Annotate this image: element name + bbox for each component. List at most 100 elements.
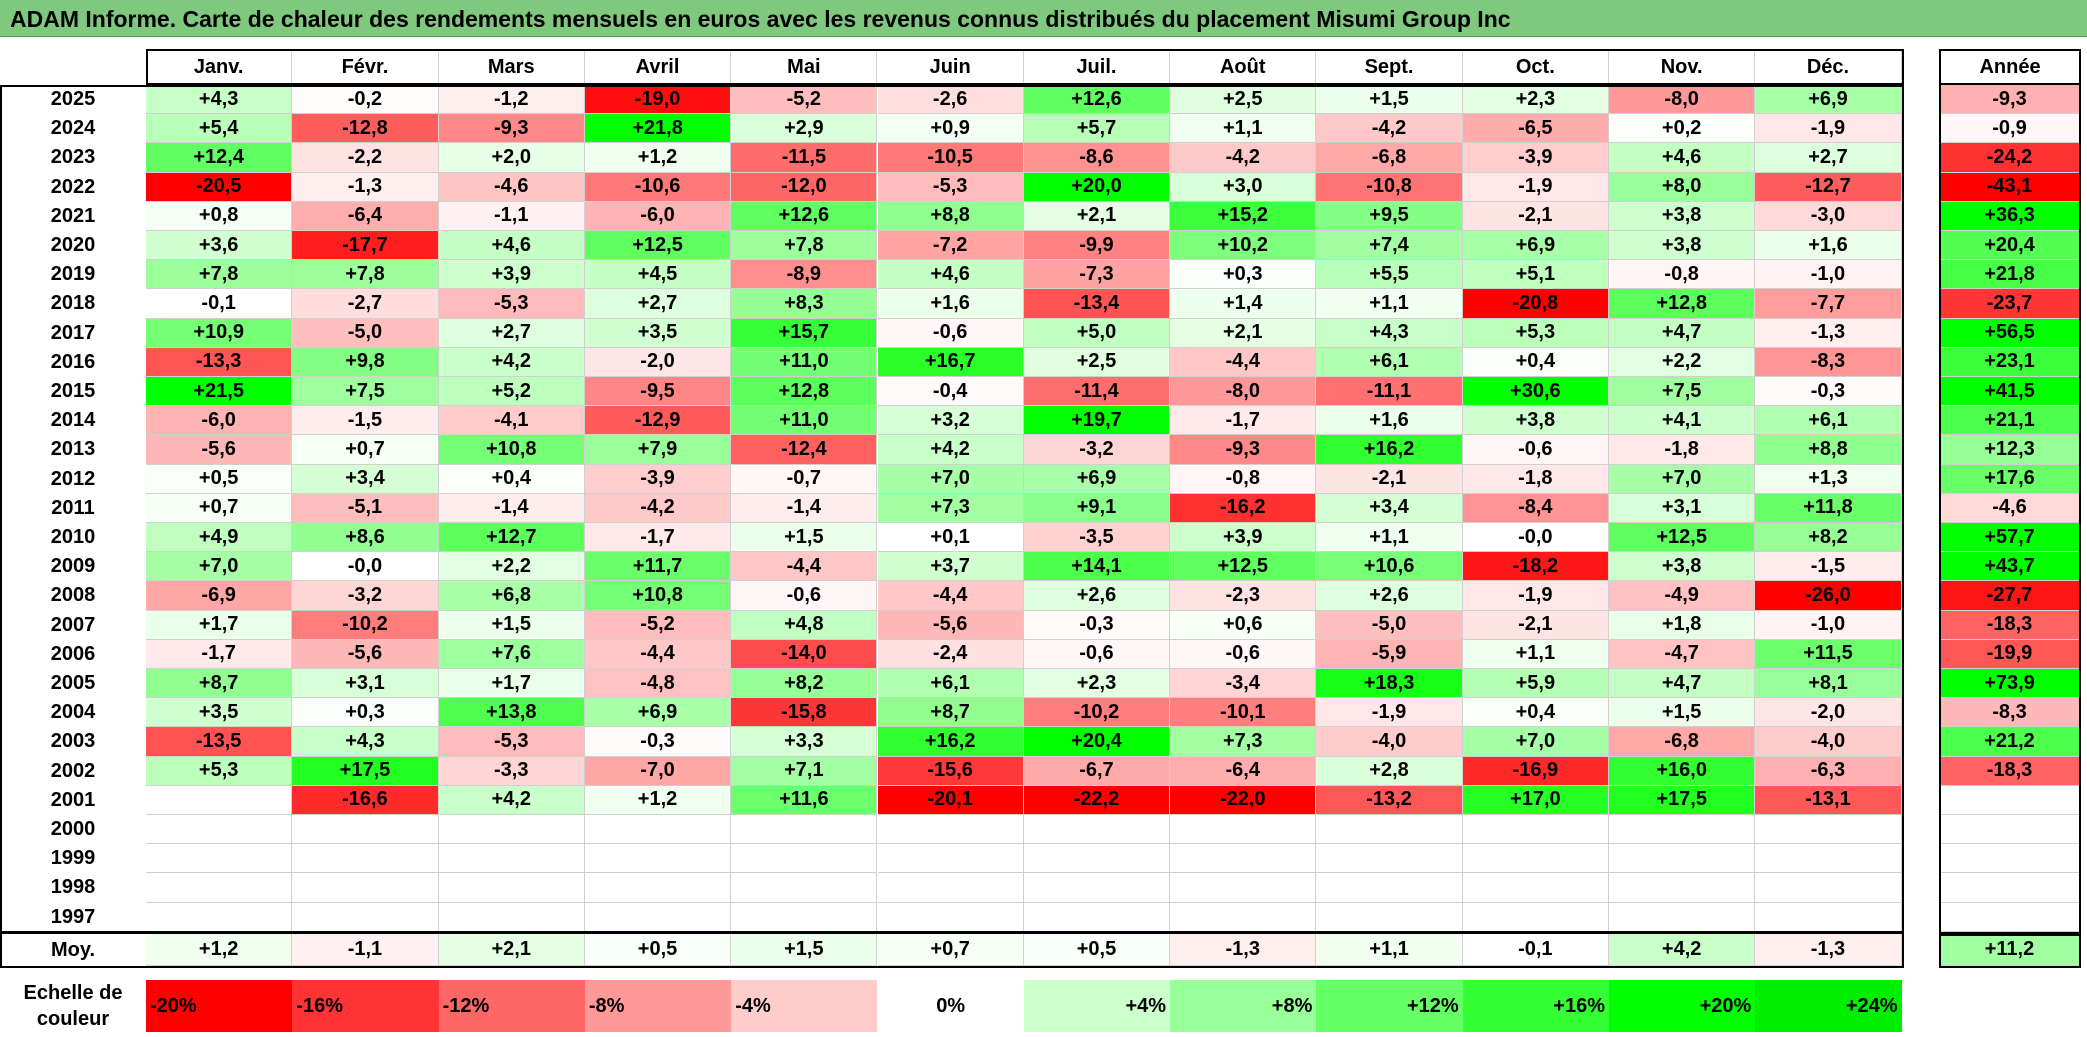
row-year-label: 1999 [0,844,146,874]
heatmap-cell: +8,6 [292,523,439,553]
annual-cell: +57,7 [1939,523,2081,553]
heatmap-cell: -0,0 [292,552,439,582]
heatmap-cell: -7,2 [877,231,1024,261]
heatmap-cell: +1,2 [584,143,732,173]
heatmap-cell: +6,9 [1755,85,1902,115]
heatmap-cell: +1,1 [1170,114,1317,144]
heatmap-cell: +7,6 [438,639,585,669]
title-bar: ADAM Informe. Carte de chaleur des rende… [0,0,2087,37]
heatmap-cell: -3,0 [1755,201,1902,231]
row-year-label: 1997 [0,902,146,932]
column-header: Déc. [1755,49,1902,85]
heatmap-cell: -20,1 [877,785,1024,815]
heatmap-cell: -9,3 [438,114,585,144]
heatmap-cell: -5,6 [146,435,293,465]
heatmap-cell: +10,8 [584,581,732,611]
row-year-label: 1998 [0,873,146,903]
heatmap-cell: -1,7 [146,639,293,669]
heatmap-cell [292,873,439,903]
heatmap-cell: -0,6 [1462,435,1609,465]
heatmap-cell: -0,6 [1023,639,1171,669]
heatmap-cell: +1,5 [1316,85,1463,115]
heatmap-cell: -10,5 [877,143,1024,173]
heatmap-cell [1023,844,1171,874]
heatmap-cell: +5,4 [146,114,293,144]
heatmap-cell: -6,8 [1316,143,1463,173]
heatmap-cell: -16,6 [292,785,439,815]
heatmap-cell [1316,815,1463,845]
heatmap-cell: +3,8 [1462,406,1609,436]
heatmap-cell: -12,7 [1755,172,1902,202]
heatmap-cell: -1,9 [1462,581,1609,611]
heatmap-cell: +7,0 [146,552,293,582]
heatmap-cell: -12,0 [731,172,878,202]
row-year-label: 2007 [0,610,146,640]
annual-cell: -4,6 [1939,493,2081,523]
heatmap-cell: +7,0 [1609,464,1756,494]
heatmap-cell: +19,7 [1023,406,1171,436]
heatmap-cell: +16,0 [1609,756,1756,786]
average-cell: -1,3 [1170,934,1317,966]
heatmap-cell: -20,5 [146,172,293,202]
heatmap-cell: +0,4 [1462,347,1609,377]
heatmap-cell [1609,873,1756,903]
heatmap-cell: +2,2 [438,552,585,582]
row-year-label: 2011 [0,493,146,523]
annual-cell [1939,785,2081,815]
chart-title: ADAM Informe. Carte de chaleur des rende… [10,6,1511,32]
annual-cell: +41,5 [1939,377,2081,407]
heatmap-cell: +8,2 [1755,523,1902,553]
heatmap-cell: -6,3 [1755,756,1902,786]
heatmap-cell: -5,6 [877,610,1024,640]
heatmap-cell: -0,4 [877,377,1024,407]
column-header-annual: Année [1939,49,2081,85]
heatmap-cell: +17,5 [292,756,439,786]
heatmap-cell: -14,0 [731,639,878,669]
heatmap-cell: -0,6 [1170,639,1317,669]
heatmap-cell: -13,1 [1755,785,1902,815]
row-year-label: 2025 [0,85,146,115]
heatmap-cell: -8,0 [1170,377,1317,407]
annual-cell: +23,1 [1939,347,2081,377]
heatmap-cell [1170,902,1317,932]
heatmap-cell: +7,5 [292,377,439,407]
column-header: Févr. [292,49,439,85]
annual-cell [1939,902,2081,932]
heatmap-cell: -12,9 [584,406,732,436]
heatmap-cell: +10,9 [146,318,293,348]
heatmap-cell: +12,8 [1609,289,1756,319]
heatmap-cell [1755,844,1902,874]
heatmap-cell: +16,7 [877,347,1024,377]
heatmap-cell: -1,0 [1755,260,1902,290]
row-year-label: 2021 [0,201,146,231]
heatmap-cell: -5,1 [292,493,439,523]
heatmap-cell: +7,3 [1170,727,1317,757]
annual-cell: +43,7 [1939,552,2081,582]
row-year-label: 2013 [0,435,146,465]
heatmap-cell: -8,4 [1462,493,1609,523]
color-scale-step: +4% [1023,980,1171,1032]
heatmap-cell: -8,6 [1023,143,1171,173]
annual-cell: +21,1 [1939,406,2081,436]
heatmap-cell: -2,2 [292,143,439,173]
heatmap-cell: +0,3 [1170,260,1317,290]
heatmap-cell: -15,8 [731,698,878,728]
heatmap-cell [1023,902,1171,932]
heatmap-cell: -10,2 [1023,698,1171,728]
row-year-label: 2009 [0,552,146,582]
heatmap-cell [1755,873,1902,903]
heatmap-cell: +7,5 [1609,377,1756,407]
heatmap-cell: -4,9 [1609,581,1756,611]
heatmap-cell [292,844,439,874]
heatmap-cell: +8,2 [731,669,878,699]
heatmap-cell: +2,9 [731,114,878,144]
heatmap-cell: +8,7 [146,669,293,699]
heatmap-cell: -2,1 [1462,610,1609,640]
heatmap-cell [584,873,732,903]
heatmap-cell: +3,4 [292,464,439,494]
heatmap-cell: +7,1 [731,756,878,786]
heatmap-cell: +1,6 [1755,231,1902,261]
heatmap-cell [146,815,293,845]
heatmap-cell: +4,2 [877,435,1024,465]
column-header: Nov. [1609,49,1756,85]
